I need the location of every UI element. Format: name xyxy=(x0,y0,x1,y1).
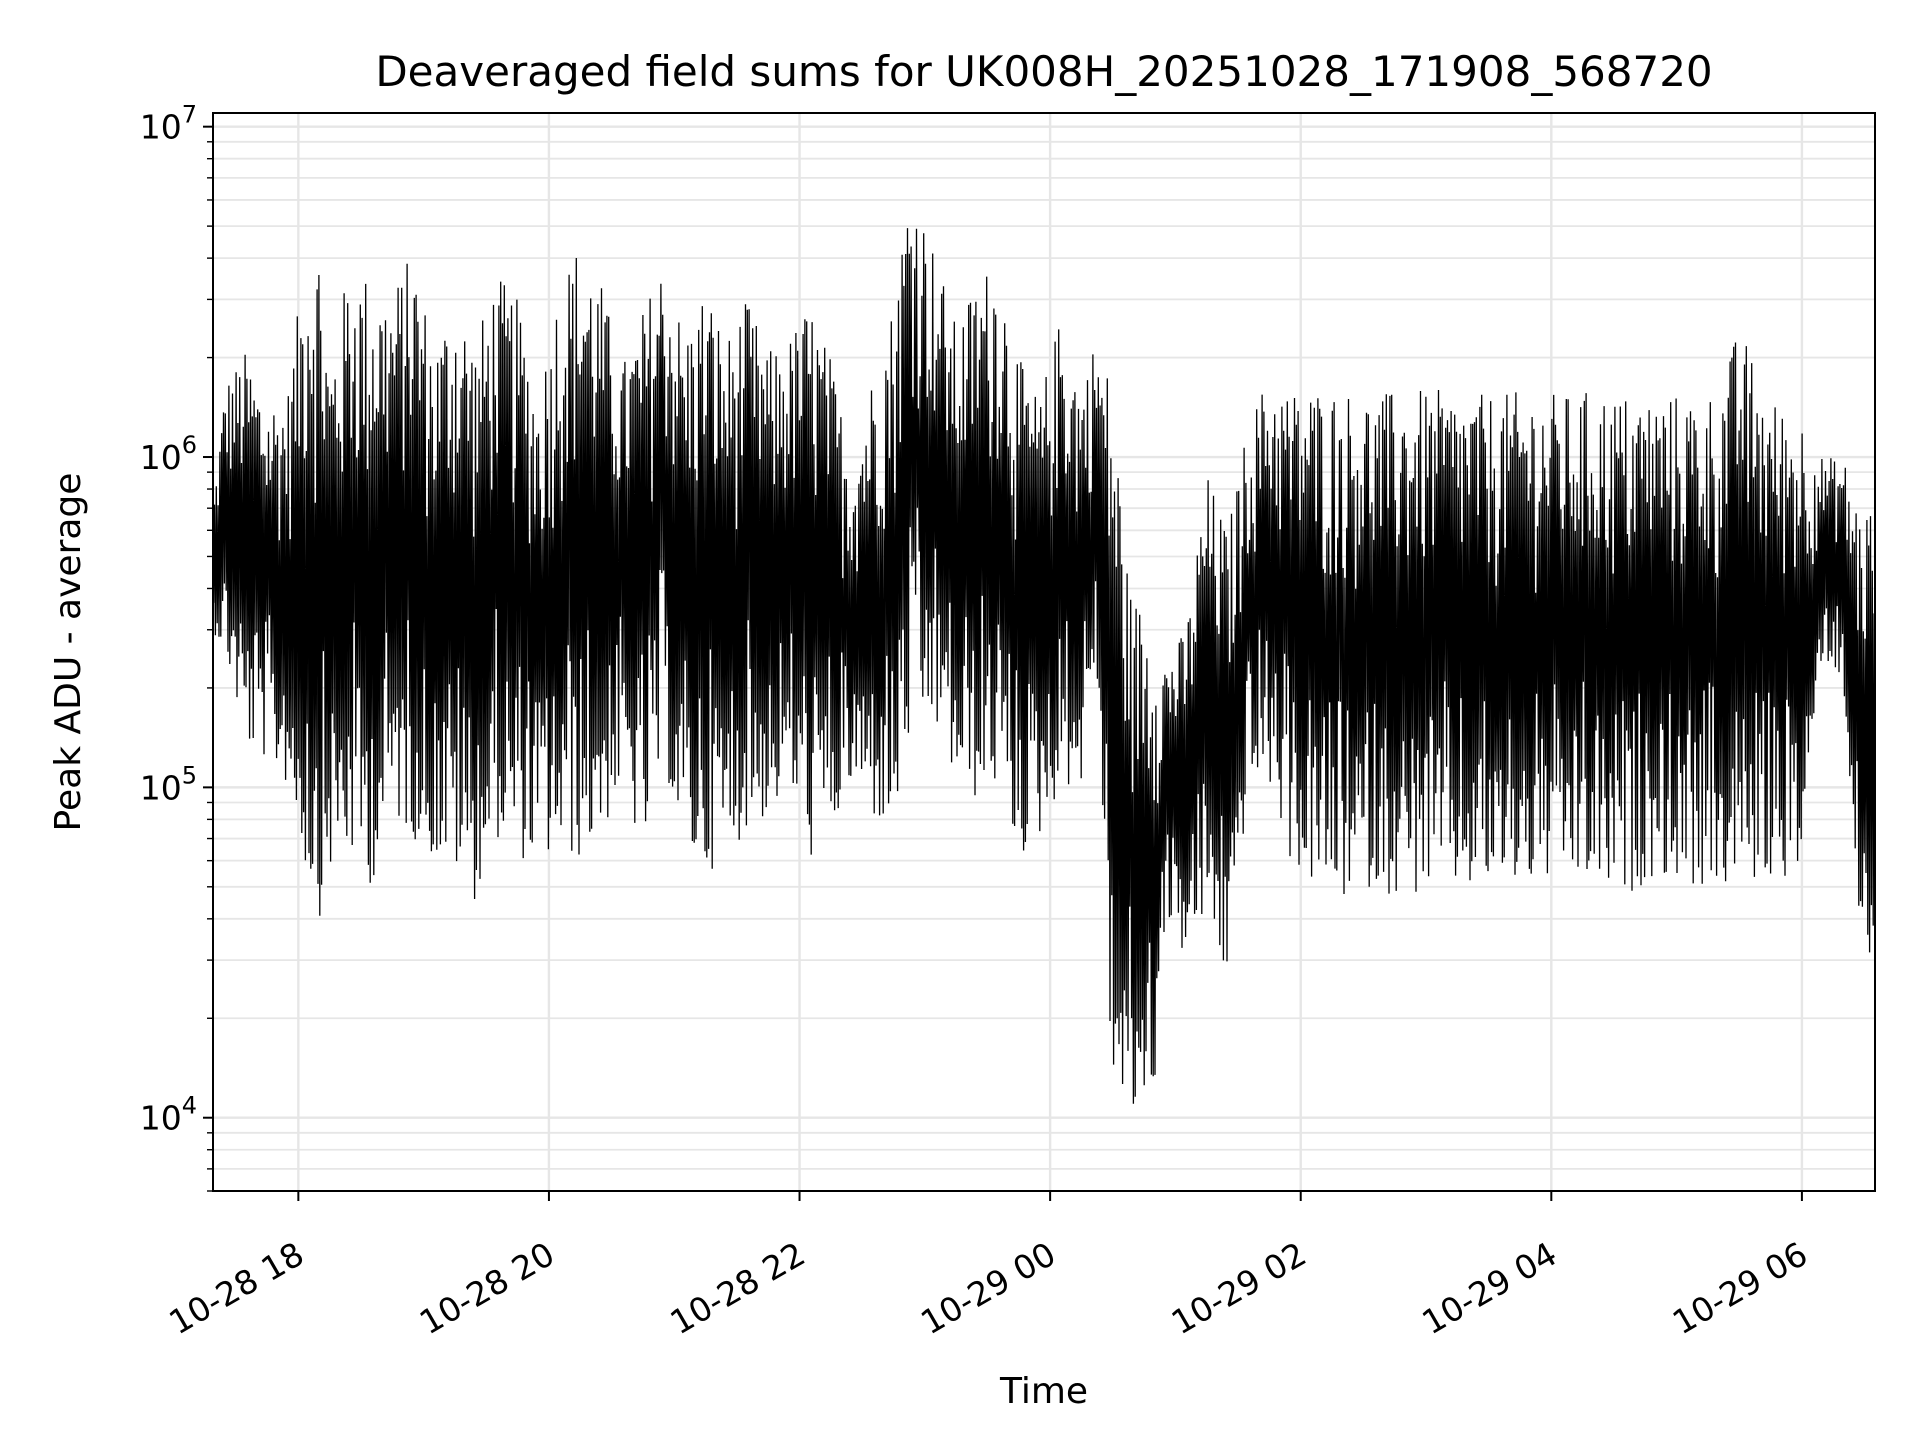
y-tick-exponent: 7 xyxy=(182,101,197,129)
y-tick-label: 105 xyxy=(140,761,197,807)
y-tick-exponent: 4 xyxy=(182,1092,197,1120)
y-tick-label: 104 xyxy=(140,1092,197,1138)
x-axis-label: Time xyxy=(999,1371,1088,1412)
y-tick-base: 10 xyxy=(140,438,182,477)
y-axis-label: Peak ADU - average xyxy=(48,473,89,832)
plot-area-frame xyxy=(212,112,1876,1192)
y-tick-exponent: 5 xyxy=(182,761,197,789)
y-tick-label: 106 xyxy=(140,431,197,477)
series-line xyxy=(212,228,1875,1104)
chart-title: Deaveraged field sums for UK008H_2025102… xyxy=(375,47,1712,96)
y-tick-base: 10 xyxy=(140,1099,182,1138)
data-series xyxy=(212,228,1875,1104)
y-tick-label: 107 xyxy=(140,101,197,147)
y-tick-base: 10 xyxy=(140,108,182,147)
y-tick-base: 10 xyxy=(140,768,182,807)
y-tick-exponent: 6 xyxy=(182,431,197,459)
